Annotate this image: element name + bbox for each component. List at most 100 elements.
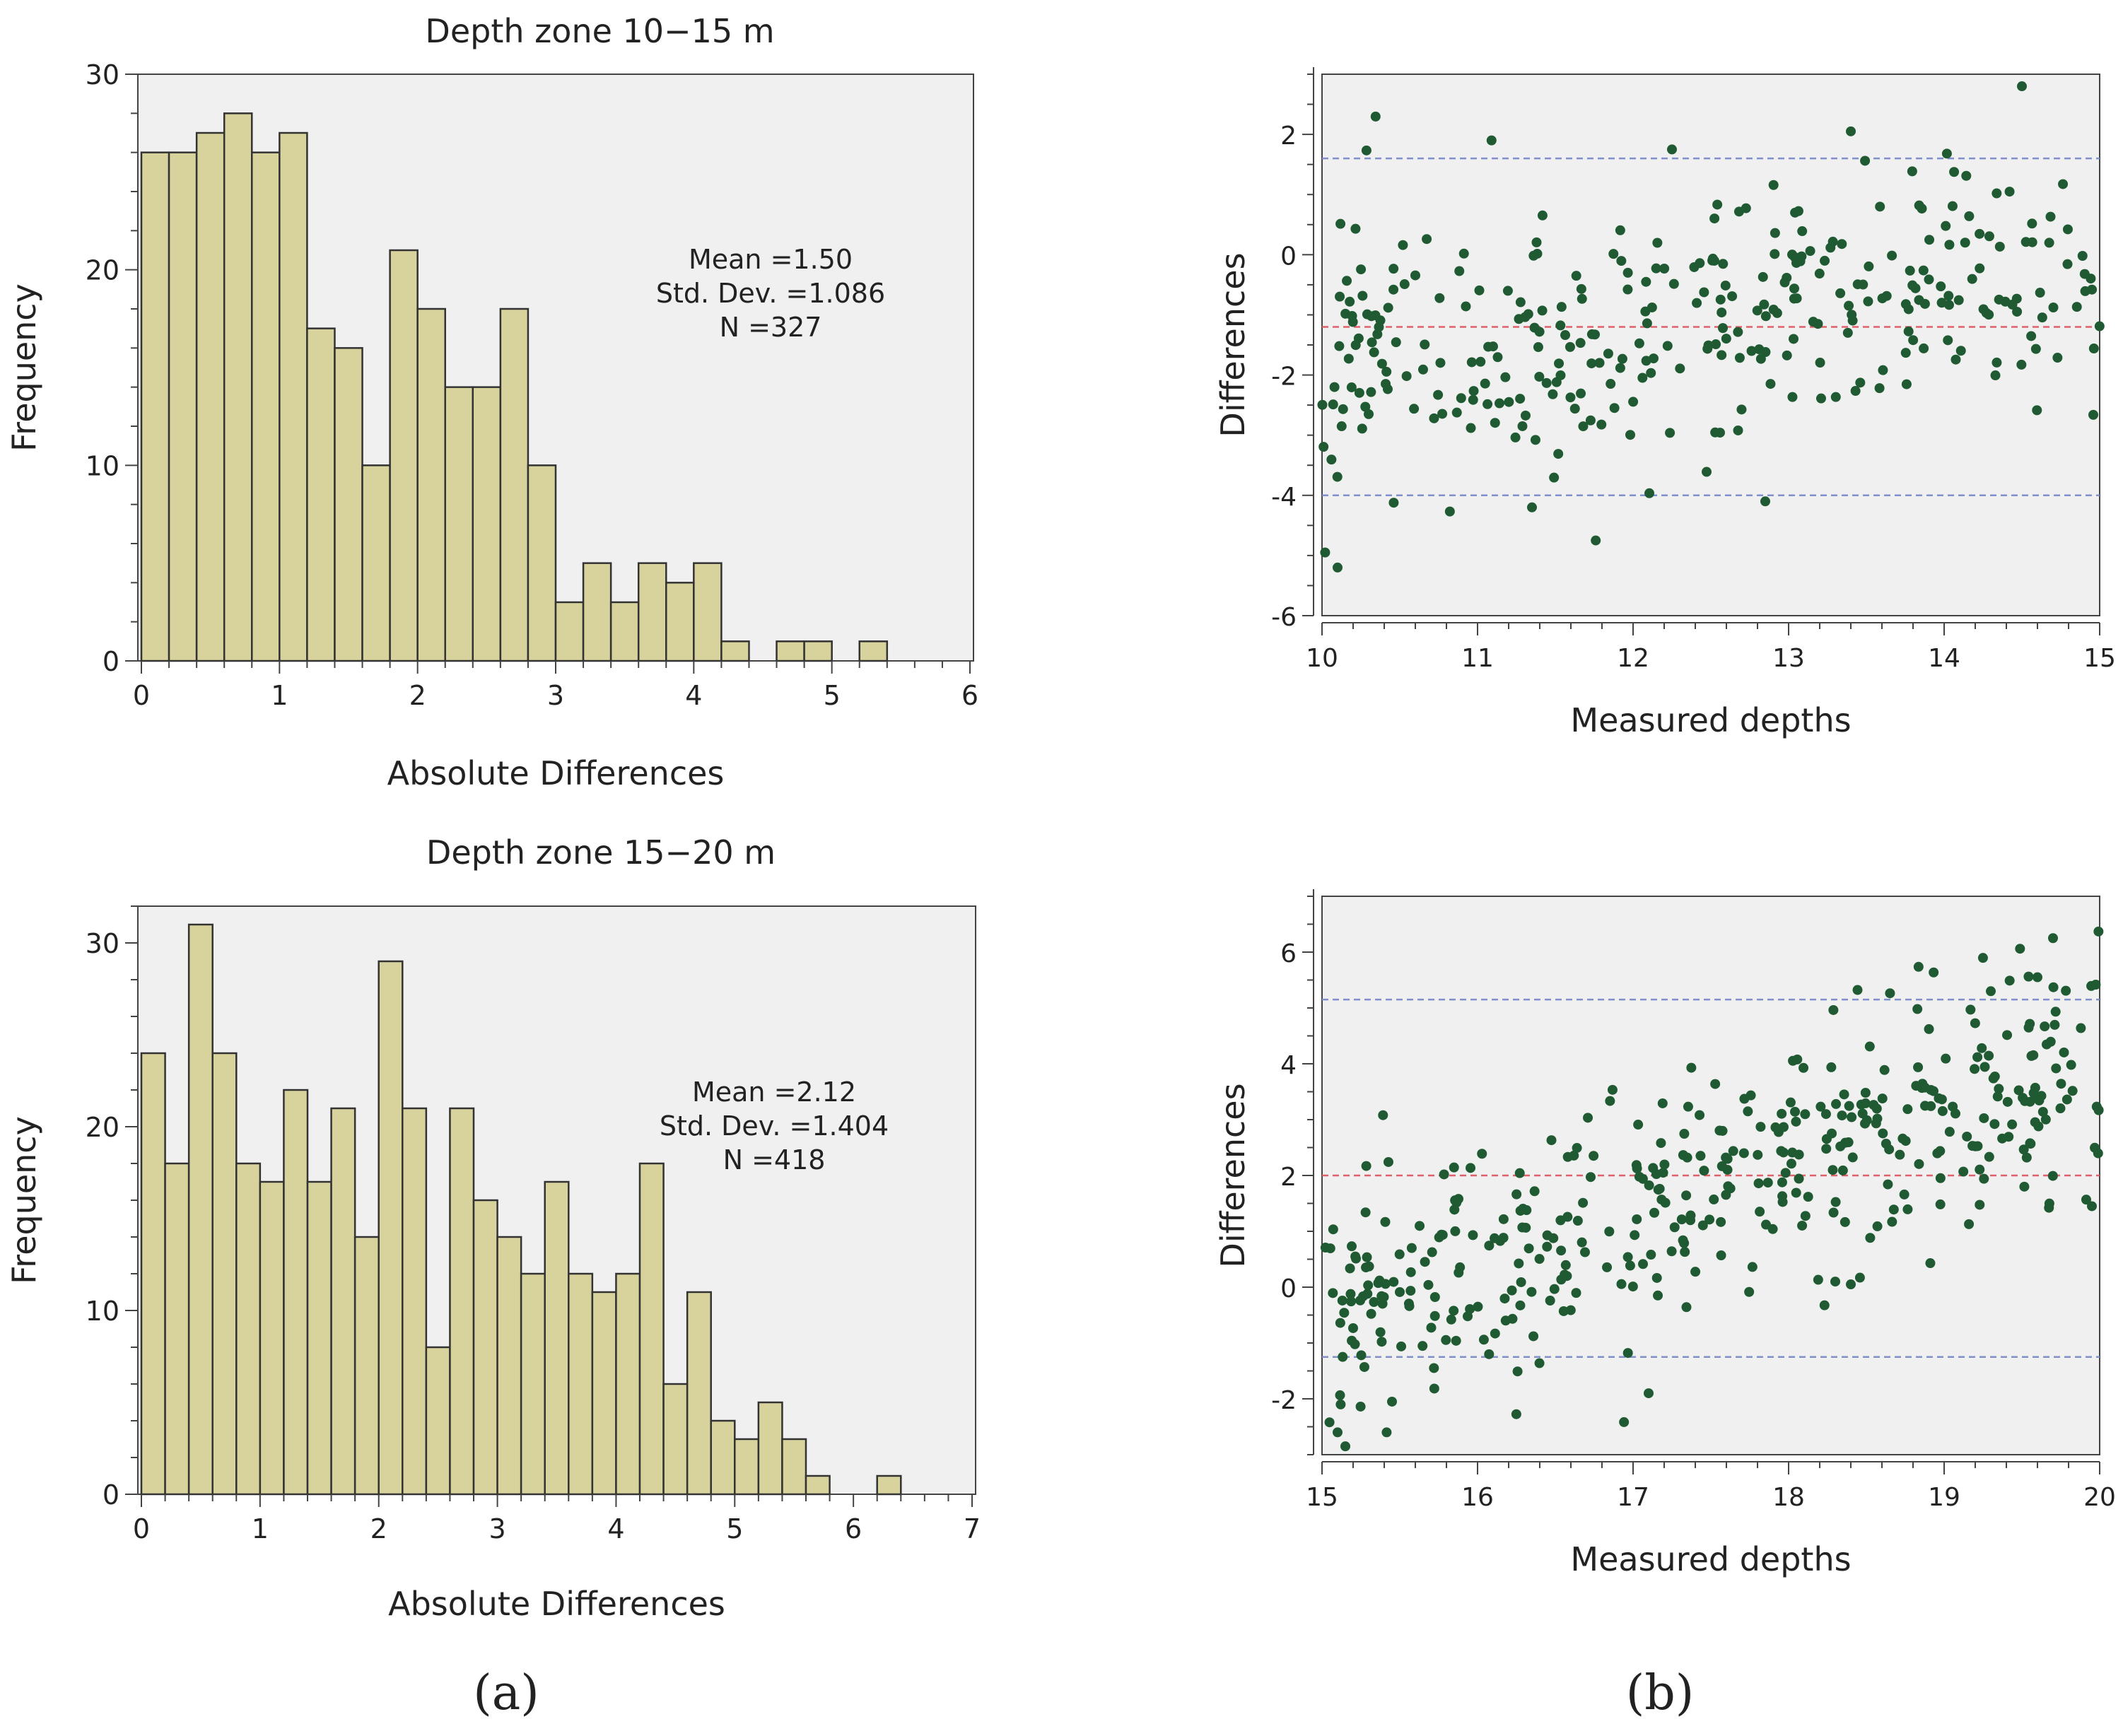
data-point xyxy=(1797,226,1808,237)
data-point xyxy=(1490,1328,1500,1339)
data-point xyxy=(1778,1122,1789,1132)
data-point xyxy=(2018,1144,2029,1155)
data-point xyxy=(1839,1089,1849,1100)
data-point xyxy=(1634,1171,1644,1182)
data-point xyxy=(1405,1286,1416,1296)
data-point xyxy=(1387,1396,1397,1407)
data-point xyxy=(1926,1101,1936,1111)
data-point xyxy=(1657,1098,1668,1108)
y-tick-label: 0 xyxy=(1280,1274,1297,1303)
histogram-bar xyxy=(527,464,557,662)
histogram-bar xyxy=(638,1162,665,1496)
data-point xyxy=(1678,1150,1688,1161)
data-point xyxy=(1709,255,1719,266)
data-point xyxy=(1847,1152,1858,1163)
histogram-bar xyxy=(259,1180,285,1496)
data-point xyxy=(1628,397,1639,407)
y-tick-label: 10 xyxy=(86,1296,119,1327)
data-point xyxy=(1847,310,1857,320)
data-point xyxy=(1326,454,1337,465)
data-point xyxy=(1579,1247,1590,1257)
data-point xyxy=(1427,1247,1437,1257)
data-point xyxy=(2050,1007,2061,1017)
data-point xyxy=(1669,1222,1680,1233)
histogram-bar xyxy=(520,1272,546,1496)
data-point xyxy=(1638,1259,1649,1269)
x-tick-label: 0 xyxy=(133,680,150,711)
data-point xyxy=(1937,1105,1948,1116)
data-point xyxy=(1396,1341,1407,1351)
data-point xyxy=(1514,1168,1525,1178)
data-point xyxy=(1529,1186,1540,1197)
data-point xyxy=(1887,1216,1897,1227)
data-point xyxy=(1943,291,1954,301)
data-point xyxy=(1369,1297,1379,1308)
x-tick-label: 1 xyxy=(252,1513,269,1544)
data-point xyxy=(2032,405,2042,416)
data-point xyxy=(1517,421,1528,431)
data-point xyxy=(1446,1314,1456,1325)
data-point xyxy=(1345,1289,1356,1299)
data-point xyxy=(1328,1288,1338,1298)
data-point xyxy=(1537,210,1548,221)
data-point xyxy=(1381,1427,1392,1438)
data-point xyxy=(1373,1278,1384,1289)
data-point xyxy=(1439,1169,1449,1180)
data-point xyxy=(1594,358,1605,368)
data-point xyxy=(1441,1335,1451,1345)
x-tick-label: 13 xyxy=(1772,644,1805,673)
data-point xyxy=(1642,318,1652,329)
data-point xyxy=(1977,953,1988,963)
data-point xyxy=(1516,1277,1526,1287)
data-point xyxy=(1633,1120,1644,1130)
data-point xyxy=(2023,971,2034,982)
data-point xyxy=(1977,1043,1987,1053)
data-point xyxy=(1486,135,1497,146)
data-point xyxy=(1615,363,1625,373)
data-point xyxy=(1542,1241,1552,1252)
data-point xyxy=(1468,386,1479,397)
data-point xyxy=(2055,1103,2066,1114)
data-point xyxy=(1872,1113,1883,1124)
data-point xyxy=(1572,1143,1582,1154)
histogram-bar xyxy=(164,1162,190,1496)
data-point xyxy=(2076,1023,2086,1033)
data-point xyxy=(1992,188,2002,199)
y-axis-title: Frequency xyxy=(5,1116,43,1284)
data-point xyxy=(1878,365,1888,375)
data-point xyxy=(1861,1115,1872,1125)
data-point xyxy=(1989,1072,2000,1082)
data-point xyxy=(1449,1306,1459,1316)
data-point xyxy=(1527,502,1537,512)
data-point xyxy=(1515,1300,1526,1310)
data-point xyxy=(2047,1171,2058,1181)
data-point xyxy=(1902,1104,1913,1115)
data-point xyxy=(1589,1151,1599,1161)
data-point xyxy=(1981,307,1992,318)
data-point xyxy=(1777,1108,1787,1119)
data-point xyxy=(1637,373,1648,383)
x-tick-label: 17 xyxy=(1617,1483,1649,1512)
y-tick-label: -2 xyxy=(1271,363,1297,392)
data-point xyxy=(1478,1335,1489,1345)
data-point xyxy=(1835,1141,1846,1151)
summary-stat: Std. Dev. =1.086 xyxy=(656,278,885,309)
data-point xyxy=(1785,1097,1796,1108)
data-point xyxy=(1560,330,1571,341)
histogram-bar xyxy=(781,1438,807,1496)
data-point xyxy=(2071,302,2082,312)
data-point xyxy=(1381,366,1392,377)
y-axis-title: Differences xyxy=(1214,1083,1252,1267)
data-point xyxy=(1770,228,1780,238)
y-tick-label: 2 xyxy=(1280,1163,1297,1192)
data-point xyxy=(1632,1163,1642,1174)
data-point xyxy=(1752,305,1762,316)
data-point xyxy=(1576,388,1586,399)
data-point xyxy=(1356,1350,1367,1361)
data-point xyxy=(1521,1222,1531,1233)
data-point xyxy=(1695,1151,1706,1161)
histogram-bar xyxy=(720,640,750,662)
data-point xyxy=(1935,1199,1946,1209)
histogram-bar xyxy=(710,1419,736,1496)
data-point xyxy=(1578,1197,1589,1208)
